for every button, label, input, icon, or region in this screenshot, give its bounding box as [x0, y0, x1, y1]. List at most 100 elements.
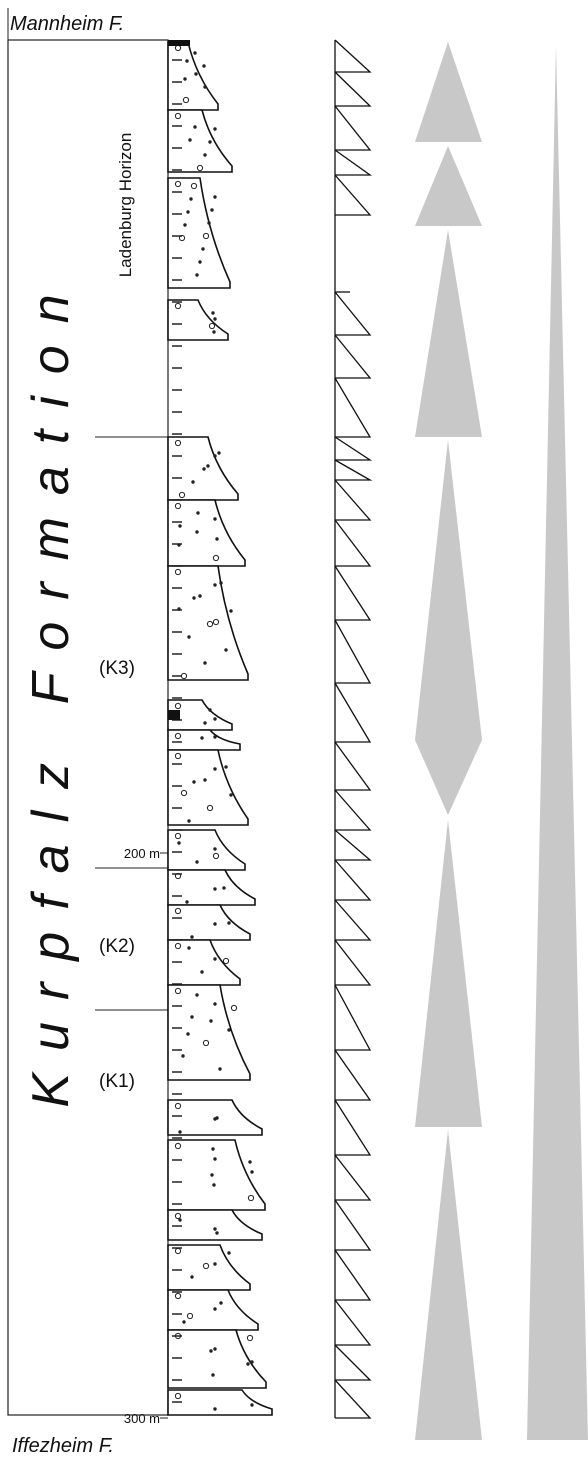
grain: [174, 302, 182, 310]
grain: [213, 195, 217, 199]
grain: [203, 778, 207, 782]
cycle: [334, 1049, 372, 1101]
cycle-column: [334, 39, 373, 1419]
cycle: [334, 1344, 372, 1381]
grain: [218, 1067, 222, 1071]
bed: [167, 1329, 267, 1389]
diamond: [415, 440, 482, 815]
grain: [195, 860, 199, 864]
grain: [246, 1362, 250, 1366]
grain: [174, 1102, 182, 1110]
grain: [250, 1360, 254, 1364]
cycle: [334, 984, 372, 1051]
grain: [209, 1349, 213, 1353]
bed: [167, 729, 241, 751]
grain: [213, 517, 217, 521]
grain: [212, 852, 220, 860]
grain: [177, 841, 181, 845]
grain: [211, 1373, 215, 1377]
grain: [227, 1028, 231, 1032]
grain: [198, 594, 202, 598]
grain: [178, 1218, 182, 1222]
grain: [203, 85, 207, 89]
bed: [167, 499, 246, 567]
cycle: [334, 39, 372, 73]
cycle: [334, 829, 372, 861]
grain: [209, 1019, 213, 1023]
triangle: [415, 146, 482, 226]
grain: [180, 789, 188, 797]
member-label: (K1): [99, 1071, 135, 1092]
grain: [178, 524, 182, 528]
grain: [210, 1173, 214, 1177]
grain: [174, 180, 182, 188]
grain: [212, 618, 220, 626]
grain: [213, 957, 217, 961]
cycle: [334, 71, 372, 107]
grain: [213, 1347, 217, 1351]
coal: [168, 40, 190, 46]
grain: [200, 970, 204, 974]
bed: [167, 1209, 263, 1241]
grain: [181, 1054, 185, 1058]
grain: [213, 317, 217, 321]
cycle: [334, 291, 372, 336]
cycle: [334, 789, 372, 831]
grain: [206, 804, 214, 812]
grain: [174, 752, 182, 760]
grain: [213, 1407, 217, 1411]
grain: [229, 793, 233, 797]
grain: [174, 732, 182, 740]
grain: [212, 330, 216, 334]
grain: [186, 210, 190, 214]
grain: [215, 1116, 219, 1120]
cycle: [334, 899, 372, 941]
grain: [248, 1160, 252, 1164]
bed: [167, 1389, 273, 1416]
grain: [193, 51, 197, 55]
cycle: [334, 565, 372, 621]
cycle: [334, 519, 372, 567]
cycle: [334, 479, 372, 521]
cycle: [334, 859, 372, 901]
grain: [208, 708, 212, 712]
grain: [195, 993, 199, 997]
cycle: [334, 1249, 372, 1301]
grain: [195, 530, 199, 534]
bed: [167, 299, 229, 341]
bed: [167, 904, 251, 941]
cycle: [334, 619, 372, 684]
bottom-unit-label: Iffezheim F.: [12, 1435, 114, 1457]
coal: [168, 710, 180, 720]
grain: [213, 887, 217, 891]
grain: [185, 59, 189, 63]
grain: [213, 847, 217, 851]
grain: [203, 721, 207, 725]
grain: [213, 1002, 217, 1006]
cycle: [334, 1099, 372, 1156]
depth-label: 300 m: [124, 1411, 160, 1426]
grain: [224, 648, 228, 652]
grain: [185, 900, 189, 904]
grain: [178, 1130, 182, 1134]
grain: [215, 1231, 219, 1235]
grain: [182, 96, 190, 104]
triangle: [527, 45, 588, 1440]
depth-label: 200 m: [124, 846, 160, 861]
cycle: [334, 741, 372, 791]
grain: [202, 232, 210, 240]
grain: [203, 661, 207, 665]
grain: [213, 717, 217, 721]
grain: [211, 1147, 215, 1151]
grain: [200, 736, 204, 740]
grain: [187, 635, 191, 639]
grain: [206, 620, 214, 628]
grain: [193, 125, 197, 129]
grain: [190, 1015, 194, 1019]
grain: [222, 957, 230, 965]
grain: [227, 921, 231, 925]
triangle: [415, 230, 482, 437]
grain: [187, 946, 191, 950]
